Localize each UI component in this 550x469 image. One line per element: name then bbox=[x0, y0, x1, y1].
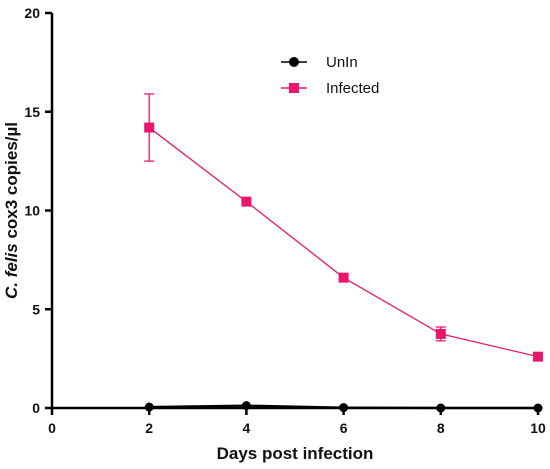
series-infected bbox=[144, 93, 543, 362]
legend-item-infected: Infected bbox=[281, 80, 379, 97]
x-tick-label: 0 bbox=[48, 420, 56, 436]
y-tick-label: 0 bbox=[32, 400, 40, 416]
x-tick-label: 2 bbox=[145, 420, 153, 436]
data-point bbox=[435, 328, 446, 339]
series-line bbox=[148, 127, 539, 358]
plot-area: 0 5 10 15 20 0 2 4 6 8 10 bbox=[24, 5, 546, 436]
x-axis-title: Days post infection bbox=[217, 444, 374, 463]
x-tick-label: 6 bbox=[340, 420, 348, 436]
legend-label: UnIn bbox=[326, 54, 358, 71]
series-unin bbox=[144, 401, 543, 413]
legend-marker bbox=[289, 57, 299, 67]
data-point bbox=[338, 272, 349, 283]
y-axis-title: C. felis cox3 copies/µl bbox=[2, 122, 21, 299]
legend: UnIn Infected bbox=[281, 54, 379, 97]
x-ticks: 0 2 4 6 8 10 bbox=[48, 408, 546, 436]
y-ticks: 0 5 10 15 20 bbox=[24, 5, 52, 416]
y-axis-title-rest: cox3 copies/µl bbox=[2, 122, 21, 243]
data-point bbox=[241, 401, 251, 411]
legend-marker bbox=[289, 83, 299, 93]
y-tick-label: 15 bbox=[24, 104, 40, 120]
data-point bbox=[144, 122, 155, 133]
data-point bbox=[533, 351, 543, 362]
data-point bbox=[241, 196, 252, 207]
y-tick-label: 20 bbox=[24, 5, 40, 21]
y-tick-label: 5 bbox=[32, 301, 40, 317]
data-point bbox=[533, 403, 543, 413]
x-tick-label: 10 bbox=[530, 420, 546, 436]
y-tick-label: 10 bbox=[24, 203, 40, 219]
series-layer bbox=[144, 93, 543, 413]
legend-label: Infected bbox=[326, 80, 379, 97]
data-point bbox=[436, 403, 446, 413]
x-tick-label: 8 bbox=[437, 420, 445, 436]
y-axis-title-italic: C. felis bbox=[2, 243, 21, 299]
data-point bbox=[144, 402, 154, 412]
data-point bbox=[339, 403, 349, 413]
legend-item-unin: UnIn bbox=[281, 54, 358, 71]
x-tick-label: 4 bbox=[243, 420, 251, 436]
